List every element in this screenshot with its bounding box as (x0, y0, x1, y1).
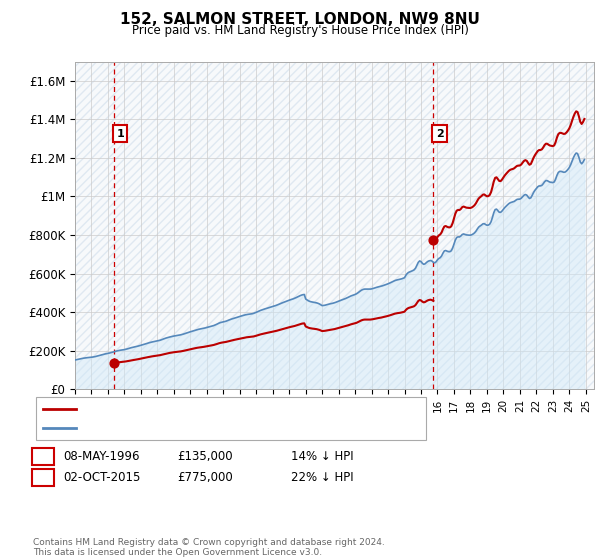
Text: 152, SALMON STREET, LONDON, NW9 8NU: 152, SALMON STREET, LONDON, NW9 8NU (120, 12, 480, 27)
Text: 2: 2 (38, 470, 47, 484)
Text: £775,000: £775,000 (177, 470, 233, 484)
Text: 14% ↓ HPI: 14% ↓ HPI (291, 450, 353, 463)
Text: 02-OCT-2015: 02-OCT-2015 (63, 470, 140, 484)
Text: HPI: Average price, detached house, Brent: HPI: Average price, detached house, Bren… (82, 423, 304, 433)
Text: £135,000: £135,000 (177, 450, 233, 463)
Point (109, 359, 119, 368)
Text: 1: 1 (38, 450, 47, 463)
Text: 22% ↓ HPI: 22% ↓ HPI (291, 470, 353, 484)
Text: 1: 1 (116, 129, 124, 139)
Text: Price paid vs. HM Land Registry's House Price Index (HPI): Price paid vs. HM Land Registry's House … (131, 24, 469, 36)
Text: 2: 2 (436, 129, 443, 139)
Text: 152, SALMON STREET, LONDON, NW9 8NU (detached house): 152, SALMON STREET, LONDON, NW9 8NU (det… (82, 404, 399, 414)
Text: 08-MAY-1996: 08-MAY-1996 (63, 450, 139, 463)
Point (428, 235, 438, 244)
Text: Contains HM Land Registry data © Crown copyright and database right 2024.
This d: Contains HM Land Registry data © Crown c… (33, 538, 385, 557)
